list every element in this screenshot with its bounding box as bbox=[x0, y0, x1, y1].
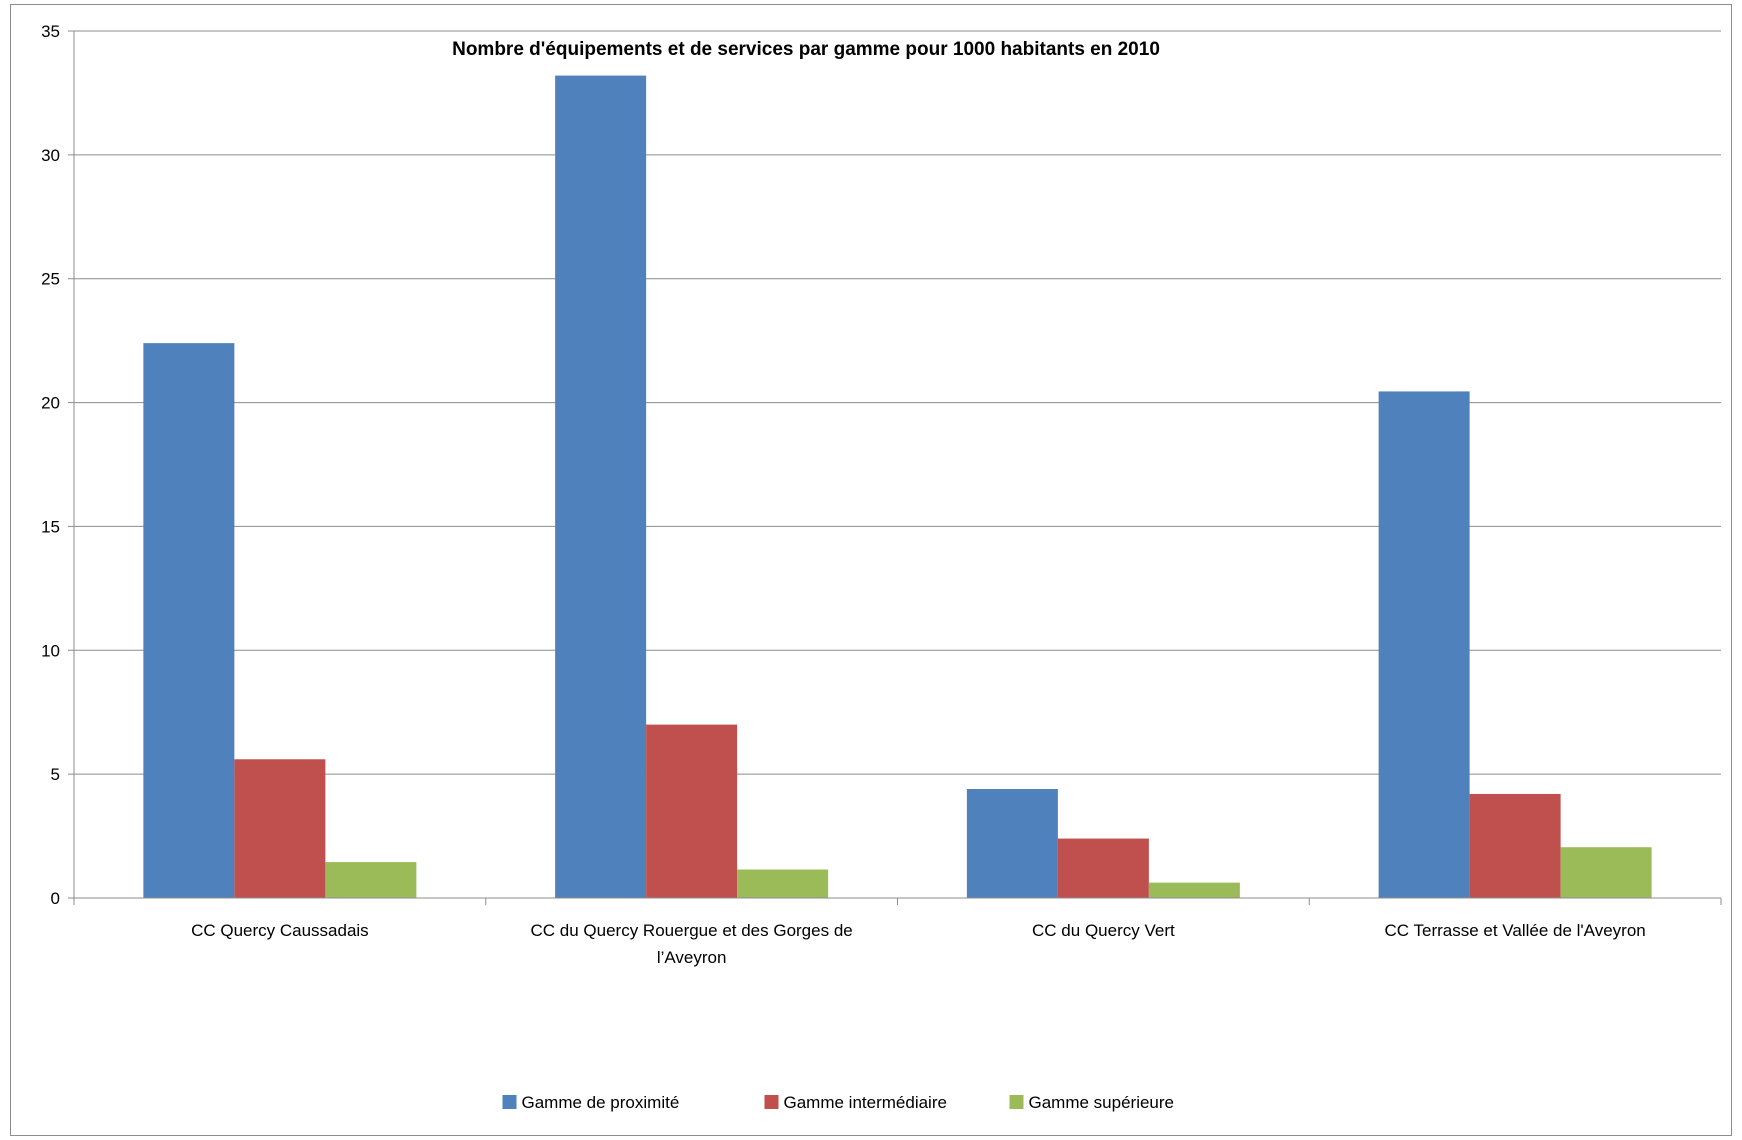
bar bbox=[1148, 882, 1240, 898]
gridlines bbox=[74, 30, 1721, 775]
x-category-label: l’Aveyron bbox=[657, 948, 727, 967]
legend-swatch bbox=[1009, 1095, 1024, 1109]
y-tick-label: 20 bbox=[41, 394, 60, 413]
x-category-label: CC du Quercy Vert bbox=[1032, 921, 1175, 940]
legend-label: Gamme de proximité bbox=[522, 1093, 680, 1112]
y-tick-label: 30 bbox=[41, 146, 60, 165]
x-category-label: CC du Quercy Rouergue et des Gorges de bbox=[531, 921, 853, 940]
legend-label: Gamme supérieure bbox=[1029, 1093, 1175, 1112]
y-tick-label: 10 bbox=[41, 641, 60, 660]
bar bbox=[1560, 847, 1652, 898]
x-category-label: CC Quercy Caussadais bbox=[191, 921, 369, 940]
chart-title: Nombre d'équipements et de services par … bbox=[452, 39, 1160, 60]
bar bbox=[143, 343, 235, 898]
bar bbox=[646, 724, 738, 898]
y-tick-label: 35 bbox=[41, 22, 60, 41]
legend-swatch bbox=[502, 1095, 517, 1109]
y-tick-label: 5 bbox=[51, 765, 60, 784]
legend: Gamme de proximité Gamme intermédiaire Gam… bbox=[502, 1093, 1175, 1112]
y-tick-label: 0 bbox=[51, 889, 60, 908]
bar-chart: Nombre d'équipements et de services par … bbox=[41, 22, 1722, 1112]
bar bbox=[966, 789, 1058, 898]
bar bbox=[1469, 793, 1561, 898]
legend-label: Gamme intermédiaire bbox=[784, 1093, 947, 1112]
y-tick-label: 15 bbox=[41, 517, 60, 536]
legend-swatch bbox=[764, 1095, 779, 1109]
bar bbox=[1057, 838, 1149, 898]
chart-frame: Nombre d'équipements et de services par … bbox=[10, 4, 1732, 1136]
bar bbox=[737, 869, 829, 898]
axes bbox=[68, 30, 1722, 905]
bar bbox=[234, 759, 326, 898]
bar bbox=[325, 862, 417, 898]
y-tick-label: 25 bbox=[41, 270, 60, 289]
x-category-label: CC Terrasse et Vallée de l'Aveyron bbox=[1385, 921, 1646, 940]
bars bbox=[143, 75, 1652, 899]
bar bbox=[555, 75, 647, 899]
y-tick-labels: 0 5 10 15 20 25 30 35 bbox=[41, 22, 60, 908]
bar bbox=[1378, 391, 1470, 898]
x-category-labels: CC Quercy Caussadais CC du Quercy Rouergu… bbox=[191, 921, 1646, 967]
